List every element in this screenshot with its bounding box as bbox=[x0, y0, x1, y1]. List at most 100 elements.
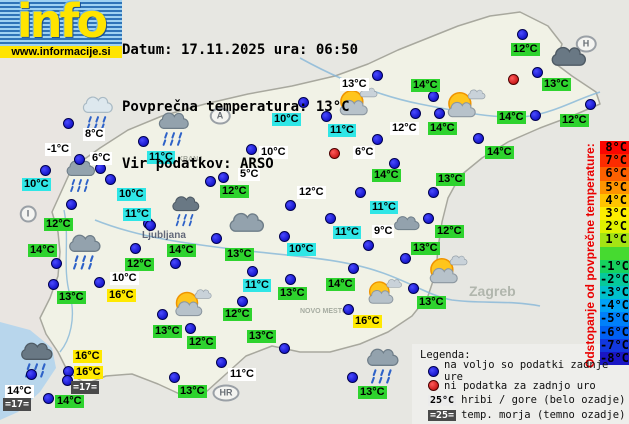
station-temp-label: =17= bbox=[71, 381, 100, 394]
legend-item: na voljo so podatki zadnje ure bbox=[420, 359, 629, 383]
station-dot bbox=[145, 220, 156, 231]
rain-icon bbox=[64, 232, 106, 272]
station-dot bbox=[40, 165, 51, 176]
deviation-color-scale: 8°C 7°C 6°C 5°C 4°C 3°C 2°C 1°C -1°C -2°C -3°C -4°C… bbox=[600, 140, 629, 366]
place-label: Ljubljana bbox=[142, 230, 186, 241]
scale-step: -4°C bbox=[600, 298, 629, 313]
station-temp-label: 14°C bbox=[428, 122, 457, 135]
station-dot bbox=[473, 133, 484, 144]
header-date-line: Datum: 17.11.2025 ura: 06:50 bbox=[122, 42, 359, 58]
station-temp-label: 14°C bbox=[372, 169, 401, 182]
blue-dot-icon bbox=[428, 365, 439, 377]
station-temp-label: 13°C bbox=[436, 173, 465, 186]
scale-step: 7°C bbox=[600, 154, 629, 168]
station-temp-label: 10°C bbox=[259, 146, 288, 159]
station-temp-label: 11°C bbox=[228, 368, 256, 381]
rain-icon bbox=[62, 158, 100, 194]
station-temp-label: 16°C bbox=[74, 366, 103, 379]
station-dot bbox=[347, 372, 358, 383]
cloud-icon bbox=[390, 214, 424, 234]
station-dot bbox=[343, 304, 354, 315]
station-dot bbox=[285, 200, 296, 211]
station-dot bbox=[247, 266, 258, 277]
station-dot-no-data bbox=[329, 148, 340, 159]
station-temp-label: 14°C bbox=[5, 385, 34, 398]
station-temp-label: 11°C bbox=[370, 201, 398, 214]
station-dot bbox=[372, 70, 383, 81]
red-dot-icon bbox=[428, 380, 439, 392]
station-dot bbox=[51, 258, 62, 269]
logo-stripes: info bbox=[0, 0, 122, 46]
scale-step: -8°C bbox=[600, 351, 629, 366]
scale-step: 3°C bbox=[600, 206, 629, 221]
scale-step: -2°C bbox=[600, 271, 629, 287]
cloud-icon bbox=[546, 44, 592, 72]
station-temp-label: 12°C bbox=[223, 308, 252, 321]
station-dot bbox=[285, 274, 296, 285]
station-dot bbox=[389, 158, 400, 169]
scale-step: -1°C bbox=[600, 258, 629, 273]
station-temp-label: 10°C bbox=[117, 188, 146, 201]
station-dot-no-data bbox=[508, 74, 519, 85]
station-temp-label: 6°C bbox=[90, 152, 113, 165]
legend-title: Legenda: bbox=[420, 349, 471, 361]
legend-item-text: hribi / gore (belo ozadje) bbox=[461, 394, 626, 407]
station-dot bbox=[428, 187, 439, 198]
station-dot bbox=[62, 375, 73, 386]
station-dot bbox=[585, 99, 596, 110]
scale-step: 6°C bbox=[600, 167, 629, 181]
map-header: Datum: 17.11.2025 ura: 06:50 Povprečna t… bbox=[122, 3, 358, 212]
place-label: NOVO MESTO bbox=[300, 308, 348, 315]
station-temp-label: 12°C bbox=[511, 43, 540, 56]
station-dot bbox=[363, 240, 374, 251]
station-dot bbox=[530, 110, 541, 121]
country-road-sign: HR bbox=[212, 384, 240, 402]
station-dot bbox=[138, 136, 149, 147]
station-temp-label: 11°C bbox=[123, 208, 151, 221]
scale-step: 4°C bbox=[600, 193, 629, 207]
station-temp-label: 10°C bbox=[272, 113, 301, 126]
station-dot bbox=[211, 233, 222, 244]
place-label: Zagreb bbox=[469, 283, 516, 299]
legend-item: =25= temp. morja (temno ozadje) bbox=[420, 408, 629, 423]
scale-step: -7°C bbox=[600, 337, 629, 352]
station-dot bbox=[94, 277, 105, 288]
scale-step: 1°C bbox=[600, 233, 629, 247]
country-road-sign: A bbox=[209, 107, 231, 125]
station-dot bbox=[321, 111, 332, 122]
country-road-sign: I bbox=[19, 205, 37, 223]
sun-cloud-icon bbox=[166, 286, 216, 325]
station-temp-label: 16°C bbox=[353, 315, 382, 328]
station-dot bbox=[43, 393, 54, 404]
station-temp-label: =17= bbox=[3, 398, 32, 411]
station-temp-label: 16°C bbox=[107, 289, 136, 302]
scale-step bbox=[600, 246, 629, 260]
station-temp-label: -1°C bbox=[45, 143, 72, 156]
station-dot bbox=[372, 134, 383, 145]
station-temp-label: 5°C bbox=[238, 168, 261, 181]
station-dot bbox=[74, 154, 85, 165]
station-dot bbox=[130, 243, 141, 254]
legend-item: 25°C hribi / gore (belo ozadje) bbox=[420, 393, 629, 408]
country-road-sign: H bbox=[575, 35, 597, 53]
logo-url: www.informacije.si bbox=[0, 46, 122, 58]
station-temp-label: 12°C bbox=[560, 114, 589, 127]
sun-cloud-icon bbox=[438, 86, 490, 127]
cloud-icon bbox=[224, 210, 270, 238]
station-temp-label: 13°C bbox=[411, 242, 440, 255]
station-temp-label: 12°C bbox=[435, 225, 464, 238]
station-dot bbox=[169, 372, 180, 383]
station-temp-label: 14°C bbox=[485, 146, 514, 159]
scale-title: Odstopanje od povprečne temperature: bbox=[583, 143, 597, 368]
station-temp-label: 14°C bbox=[326, 278, 355, 291]
station-temp-label: 13°C bbox=[340, 78, 369, 91]
legend-item-text: ni podatka za zadnjo uro bbox=[444, 379, 596, 392]
station-temp-label: 14°C bbox=[497, 111, 526, 124]
station-dot bbox=[434, 108, 445, 119]
station-dot bbox=[105, 174, 116, 185]
station-temp-label: 12°C bbox=[44, 218, 73, 231]
station-dot bbox=[237, 296, 248, 307]
station-dot bbox=[410, 108, 421, 119]
site-logo[interactable]: info www.informacije.si bbox=[0, 0, 122, 58]
